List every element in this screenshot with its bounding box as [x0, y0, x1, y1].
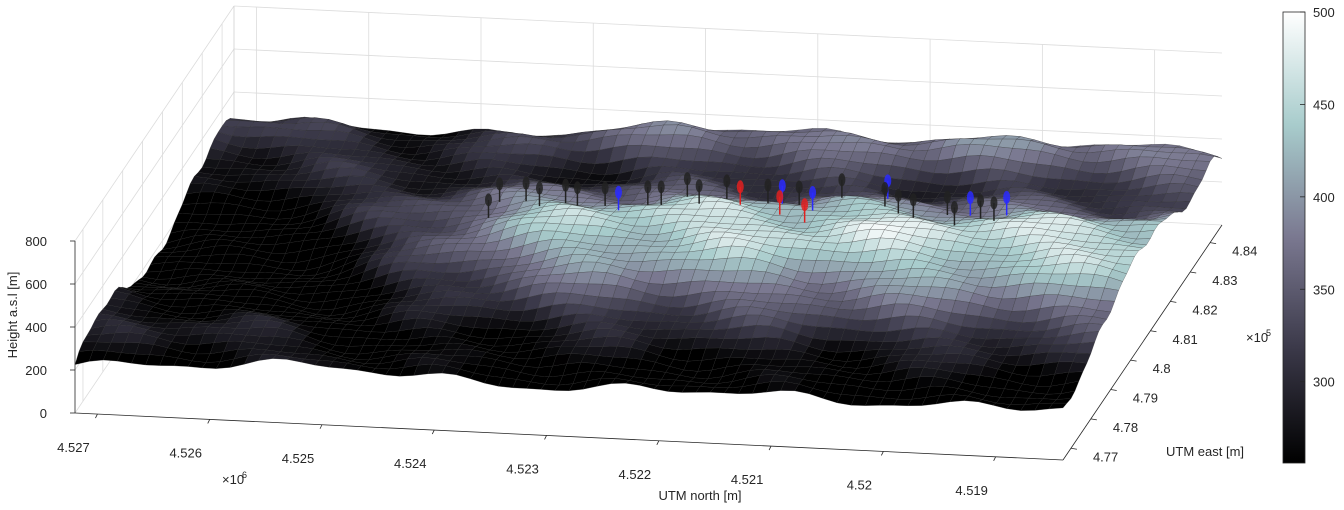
grid-line	[233, 91, 1223, 140]
turbine-rotor	[1003, 190, 1011, 204]
turbine-rotor	[496, 177, 504, 191]
turbine-rotor	[615, 185, 623, 199]
x-axis	[74, 412, 1064, 461]
turbine-rotor	[723, 174, 731, 188]
x-axis-label: UTM north [m]	[658, 488, 741, 503]
x-tick	[656, 440, 660, 445]
turbine-rotor	[909, 193, 917, 207]
grid-line	[233, 48, 1223, 97]
y-tick-label: 4.83	[1212, 273, 1237, 288]
turbine-rotor	[838, 173, 846, 187]
grid-line	[233, 5, 1223, 54]
grid-line	[74, 48, 235, 285]
x-tick-label: 4.526	[169, 445, 202, 460]
x-tick	[881, 451, 884, 456]
x-tick	[431, 429, 435, 435]
y-scale-label: ×10	[1246, 330, 1268, 345]
grid-line	[74, 5, 235, 242]
z-tick-label: 200	[25, 363, 47, 378]
x-tick	[544, 435, 547, 440]
x-tick	[95, 413, 98, 419]
turbine-rotor	[977, 194, 985, 208]
x-tick	[993, 456, 996, 461]
terrain	[74, 116, 1223, 411]
x-tick-label: 4.525	[282, 451, 315, 466]
turbine-rotor	[990, 196, 998, 210]
y-tick	[1170, 300, 1177, 303]
turbine-rotor	[881, 182, 889, 196]
y-tick	[1210, 242, 1217, 245]
x-scale-label: ×10	[222, 472, 244, 487]
turbine-rotor	[695, 179, 703, 193]
y-axis-label: UTM east [m]	[1166, 444, 1244, 459]
turbine-rotor	[795, 180, 803, 194]
turbine-rotor	[522, 176, 530, 190]
x-tick-label: 4.52	[847, 477, 872, 492]
x-tick-label: 4.519	[955, 483, 988, 498]
y-tick-label: 4.79	[1133, 391, 1158, 406]
turbine-rotor	[894, 188, 902, 202]
x-tick-label: 4.521	[731, 472, 764, 487]
turbine-rotor	[950, 200, 958, 214]
y-tick-label: 4.82	[1192, 302, 1217, 317]
colorbar-tick-label: 500	[1313, 5, 1335, 20]
turbine-rotor	[943, 190, 951, 204]
y-tick	[1190, 271, 1197, 274]
z-tick-label: 600	[25, 277, 47, 292]
colorbar	[1282, 11, 1306, 464]
y-tick-label: 4.77	[1093, 449, 1118, 464]
x-tick	[207, 419, 211, 424]
x-tick-label: 4.524	[394, 456, 427, 471]
y-tick	[1090, 418, 1097, 421]
grid-line	[74, 91, 235, 328]
colorbar-tick-label: 300	[1313, 375, 1335, 390]
turbine-rotor	[683, 172, 691, 186]
turbine-rotor	[801, 198, 809, 212]
y-tick-label: 4.81	[1172, 332, 1197, 347]
z-axis-label: Height a.s.l [m]	[5, 272, 20, 359]
turbine-rotor	[644, 180, 652, 194]
y-tick-label: 4.84	[1232, 244, 1257, 259]
turbine-rotor	[764, 178, 772, 192]
turbine-rotor	[535, 181, 543, 195]
turbine-rotor	[966, 191, 974, 205]
turbine-rotor	[562, 178, 570, 192]
x-tick-label: 4.523	[506, 461, 539, 476]
turbine-rotor	[657, 180, 665, 194]
turbine-rotor	[809, 186, 817, 200]
z-tick-label: 400	[25, 320, 47, 335]
colorbar-tick-label: 450	[1313, 97, 1335, 112]
turbine-rotor	[484, 193, 492, 207]
y-tick-label: 4.78	[1113, 420, 1138, 435]
x-tick	[768, 445, 772, 451]
y-tick	[1130, 359, 1137, 362]
x-tick	[319, 424, 323, 429]
x-tick-label: 4.522	[619, 467, 652, 482]
turbine-rotor	[601, 181, 609, 195]
y-tick	[1070, 447, 1078, 450]
y-exponent: 5	[1266, 328, 1271, 338]
z-tick-label: 0	[40, 406, 47, 421]
y-tick-label: 4.8	[1153, 361, 1171, 376]
y-tick	[1150, 330, 1157, 333]
x-tick-label: 4.527	[57, 440, 90, 455]
colorbar-tick-label: 400	[1313, 190, 1335, 205]
x-exponent: 6	[242, 470, 247, 480]
y-tick	[1110, 389, 1117, 391]
turbine-rotor	[736, 180, 744, 194]
turbine-rotor	[776, 190, 784, 204]
z-tick-label: 800	[25, 234, 47, 249]
turbine-rotor	[573, 181, 581, 195]
colorbar-tick-label: 350	[1313, 282, 1335, 297]
